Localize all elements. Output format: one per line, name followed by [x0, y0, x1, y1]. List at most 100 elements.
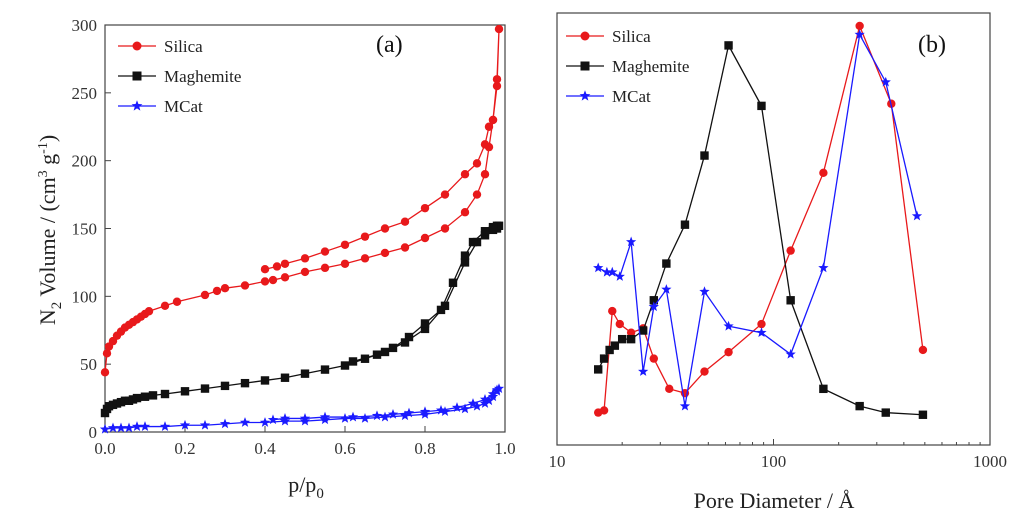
data-point	[451, 402, 463, 412]
data-point	[319, 411, 331, 422]
data-point	[339, 413, 351, 423]
data-point	[615, 319, 624, 329]
data-point	[359, 413, 371, 423]
data-point	[260, 376, 270, 385]
x-tick-label: 100	[761, 452, 787, 471]
data-point	[819, 384, 828, 394]
data-point	[102, 349, 112, 358]
data-point	[220, 381, 230, 391]
data-point	[360, 254, 370, 263]
data-point	[756, 327, 767, 338]
data-point	[487, 388, 499, 399]
data-point	[340, 361, 350, 370]
legend-item: Silica	[566, 27, 651, 46]
axis-ticks: 0.0 0.2 0.4 0.6 0.8 1.0 0 50 100 150 200 250 300	[72, 16, 516, 458]
series-silica	[594, 21, 928, 417]
data-point	[240, 378, 250, 388]
data-point	[299, 413, 311, 423]
data-point	[279, 413, 291, 423]
legend-marker	[131, 100, 143, 111]
series-group	[99, 24, 505, 434]
x-tick-label: 1000	[973, 452, 1007, 471]
data-point	[480, 140, 490, 149]
y-tick-label: 150	[72, 220, 98, 239]
data-point	[460, 258, 470, 267]
data-point	[855, 21, 864, 31]
data-point	[179, 419, 191, 430]
data-point	[440, 190, 450, 199]
data-point	[488, 115, 498, 125]
data-point	[607, 266, 618, 277]
data-point	[360, 354, 370, 363]
data-point	[268, 275, 278, 285]
data-point	[480, 227, 490, 236]
data-point	[626, 236, 637, 247]
data-point	[468, 237, 478, 247]
data-point	[132, 393, 142, 403]
legend-label: MCat	[612, 87, 651, 106]
legend-marker	[132, 71, 142, 81]
data-point	[440, 224, 450, 233]
legend: Silica Maghemite MCat	[566, 27, 689, 106]
data-point	[340, 259, 350, 268]
data-point	[608, 306, 617, 316]
data-point	[626, 328, 636, 337]
data-point	[420, 233, 430, 243]
data-point	[300, 267, 310, 277]
data-point	[107, 422, 119, 433]
y-tick-label: 0	[89, 423, 98, 442]
x-axis-title-main: p/p	[288, 472, 316, 497]
data-point	[347, 411, 359, 422]
x-axis-title: p/p0	[288, 472, 324, 502]
data-point	[880, 76, 891, 87]
data-point	[471, 400, 483, 411]
data-point	[472, 159, 482, 168]
legend-item: Maghemite	[566, 57, 689, 76]
data-point	[818, 262, 829, 273]
data-point	[662, 259, 671, 268]
data-point	[280, 259, 290, 268]
data-point	[300, 369, 310, 378]
data-point	[400, 338, 410, 347]
x-tick-label: 1.0	[494, 439, 515, 458]
x-tick-label: 0.2	[174, 439, 195, 458]
data-point	[492, 75, 502, 84]
data-point	[260, 265, 270, 274]
data-point	[601, 266, 613, 277]
data-point	[172, 297, 182, 306]
data-point	[387, 408, 399, 419]
data-point	[399, 410, 411, 421]
data-point	[240, 281, 250, 290]
data-point	[757, 319, 766, 329]
y-tick-label: 300	[72, 16, 98, 35]
data-point	[403, 407, 415, 418]
data-point	[144, 307, 154, 316]
data-point	[199, 419, 211, 430]
data-point	[638, 366, 649, 376]
data-point	[724, 41, 733, 50]
y-axis-title-part: Volume / (cm	[35, 177, 60, 301]
data-point	[267, 414, 279, 425]
data-point	[439, 406, 451, 417]
data-point	[467, 398, 479, 408]
data-point	[593, 262, 604, 273]
x-axis-title: Pore Diameter / Å	[694, 488, 855, 513]
data-point	[614, 271, 625, 281]
data-point	[605, 345, 614, 355]
data-point	[212, 286, 222, 296]
data-point	[460, 170, 470, 179]
data-point	[448, 278, 458, 287]
data-point	[160, 301, 170, 311]
series-maghemite	[100, 221, 504, 418]
data-point	[786, 246, 795, 255]
data-point	[371, 410, 383, 421]
data-point	[617, 334, 627, 344]
data-point	[610, 341, 620, 350]
data-point	[131, 421, 143, 431]
data-point	[638, 326, 648, 335]
data-point	[380, 224, 390, 233]
axis-ticks: 10 100 1000	[549, 439, 1007, 471]
data-point	[491, 384, 503, 395]
series-mcat	[593, 29, 923, 411]
